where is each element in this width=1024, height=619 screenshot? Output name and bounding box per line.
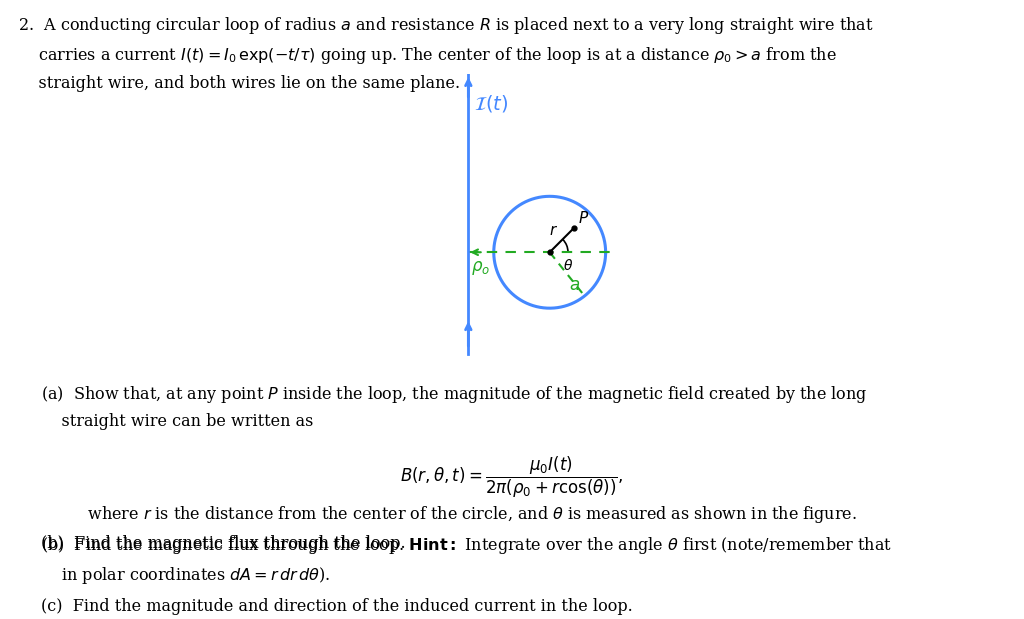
- Text: $P$: $P$: [579, 210, 590, 226]
- Text: where $r$ is the distance from the center of the circle, and $\theta$ is measure: where $r$ is the distance from the cente…: [67, 504, 857, 525]
- Text: 2.  A conducting circular loop of radius $a$ and resistance $R$ is placed next t: 2. A conducting circular loop of radius …: [18, 15, 874, 37]
- Text: (b)  Find the magnetic flux through the loop.: (b) Find the magnetic flux through the l…: [41, 535, 411, 552]
- Text: straight wire can be written as: straight wire can be written as: [41, 413, 313, 430]
- Text: $\rho_o$: $\rho_o$: [471, 259, 490, 277]
- Text: $B(r, \theta, t) = \dfrac{\mu_0 I(t)}{2\pi(\rho_0 + r\cos(\theta))},$: $B(r, \theta, t) = \dfrac{\mu_0 I(t)}{2\…: [400, 455, 624, 500]
- Text: $\theta$: $\theta$: [563, 258, 573, 274]
- Text: $a$: $a$: [568, 277, 580, 294]
- Text: (b)  Find the magnetic flux through the loop. $\mathbf{Hint:}$ Integrate over th: (b) Find the magnetic flux through the l…: [41, 535, 892, 556]
- Text: (a)  Show that, at any point $P$ inside the loop, the magnitude of the magnetic : (a) Show that, at any point $P$ inside t…: [41, 384, 867, 405]
- Text: (c)  Find the magnitude and direction of the induced current in the loop.: (c) Find the magnitude and direction of …: [41, 598, 633, 615]
- Text: in polar coordinates $dA = r\,dr\,d\theta$).: in polar coordinates $dA = r\,dr\,d\thet…: [41, 565, 331, 586]
- Text: carries a current $I(t) = I_0\,\exp(-t/\tau)$ going up. The center of the loop i: carries a current $I(t) = I_0\,\exp(-t/\…: [18, 45, 837, 66]
- Text: $r$: $r$: [549, 224, 558, 238]
- Text: straight wire, and both wires lie on the same plane.: straight wire, and both wires lie on the…: [18, 75, 461, 92]
- Text: $\mathcal{I}(t)$: $\mathcal{I}(t)$: [474, 93, 509, 113]
